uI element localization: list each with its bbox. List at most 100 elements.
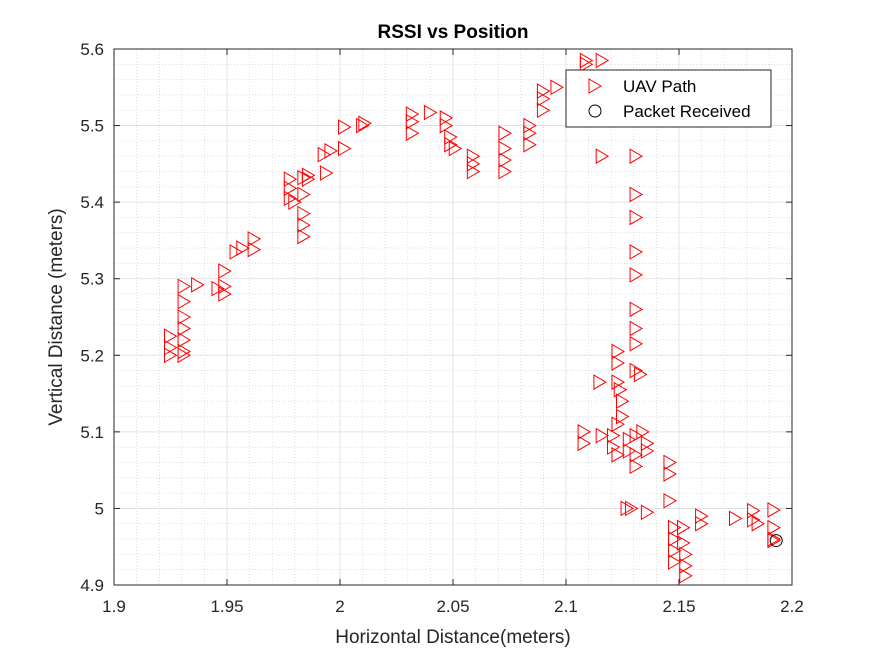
y-tick-label: 4.9 xyxy=(80,576,104,595)
legend: UAV Path Packet Received xyxy=(565,69,772,128)
uav-path-marker xyxy=(677,535,691,551)
uav-path-marker xyxy=(191,276,205,293)
x-tick-labels: 1.9 1.95 2 2.05 2.1 2.15 2.2 xyxy=(102,597,804,616)
uav-path-marker xyxy=(218,278,232,295)
uav-path-marker xyxy=(577,423,592,440)
uav-path-marker xyxy=(317,146,332,163)
uav-path-marker xyxy=(629,427,644,444)
uav-path-marker xyxy=(579,56,594,73)
uav-path-marker xyxy=(338,140,352,157)
uav-path-marker xyxy=(498,163,512,180)
y-tick-label: 5 xyxy=(95,499,104,518)
uav-path-marker xyxy=(629,209,644,226)
uav-path-marker xyxy=(177,332,192,348)
uav-path-marker xyxy=(523,136,537,153)
uav-path-marker xyxy=(466,163,481,180)
uav-path-marker xyxy=(211,280,225,297)
uav-path-marker xyxy=(629,301,644,318)
x-tick-label: 2.1 xyxy=(554,597,578,616)
y-tick-label: 5.3 xyxy=(80,270,104,289)
uav-path-marker xyxy=(629,267,644,283)
uav-path-marker xyxy=(439,110,454,126)
uav-path-marker xyxy=(177,347,192,364)
uav-path-marker xyxy=(629,186,644,203)
uav-path-marker xyxy=(606,427,621,444)
uav-path-marker xyxy=(297,217,311,233)
y-tick-label: 5.6 xyxy=(80,40,104,59)
uav-path-marker xyxy=(356,117,370,134)
uav-path-marker xyxy=(338,119,352,135)
uav-path-marker xyxy=(466,148,481,165)
legend-label-uav-path: UAV Path xyxy=(623,77,696,96)
uav-path-marker xyxy=(667,554,682,570)
uav-path-marker xyxy=(622,443,637,459)
uav-path-marker xyxy=(629,458,644,475)
uav-path-marker xyxy=(695,515,709,532)
uav-path-marker xyxy=(629,320,644,337)
uav-path-marker xyxy=(177,278,192,295)
uav-path-marker xyxy=(767,532,781,549)
uav-path-marker xyxy=(767,519,781,536)
uav-path-marker xyxy=(405,125,420,142)
uav-path-marker xyxy=(611,374,625,390)
legend-label-packet-received: Packet Received xyxy=(623,102,751,121)
uav-path-marker xyxy=(640,504,655,521)
uav-path-marker xyxy=(550,79,564,96)
uav-path-marker xyxy=(536,102,551,119)
uav-path-marker xyxy=(164,347,178,364)
legend-marker-uav-path xyxy=(588,78,602,94)
uav-path-marker xyxy=(622,431,637,448)
y-tick-label: 5.2 xyxy=(80,346,104,365)
uav-path-marker xyxy=(611,355,625,371)
x-tick-label: 1.95 xyxy=(210,597,243,616)
data-markers xyxy=(164,52,783,584)
uav-path-marker xyxy=(677,519,691,536)
uav-path-marker xyxy=(667,519,682,536)
uav-path-marker xyxy=(283,171,298,188)
uav-path-marker xyxy=(523,125,537,142)
uav-path-marker xyxy=(218,263,232,279)
uav-path-marker xyxy=(636,423,650,440)
uav-path-marker xyxy=(297,205,311,222)
uav-path-marker xyxy=(283,180,298,197)
uav-path-marker xyxy=(667,531,682,547)
uav-path-marker xyxy=(297,228,311,245)
uav-path-marker xyxy=(536,83,551,99)
uav-path-marker xyxy=(616,408,630,425)
y-tick-labels: 4.9 5 5.1 5.2 5.3 5.4 5.5 5.6 xyxy=(80,40,104,595)
uav-path-marker xyxy=(164,328,178,345)
uav-path-marker xyxy=(747,512,761,528)
uav-path-marker xyxy=(679,557,693,574)
x-tick-label: 1.9 xyxy=(102,597,126,616)
uav-path-marker xyxy=(218,286,232,302)
uav-path-marker xyxy=(288,194,302,211)
uav-path-marker xyxy=(663,492,677,509)
uav-path-marker xyxy=(593,374,607,390)
uav-path-marker xyxy=(498,125,512,142)
x-tick-label: 2 xyxy=(335,597,344,616)
uav-path-marker xyxy=(229,244,244,260)
uav-path-marker xyxy=(751,515,766,532)
uav-path-marker xyxy=(616,393,630,410)
uav-path-marker xyxy=(301,171,316,188)
uav-path-marker xyxy=(767,502,781,518)
uav-path-marker xyxy=(177,309,192,325)
uav-path-marker xyxy=(247,241,262,258)
uav-path-marker xyxy=(405,106,420,122)
uav-path-marker xyxy=(679,546,693,563)
uav-path-marker xyxy=(629,335,644,352)
y-tick-label: 5.1 xyxy=(80,423,104,442)
uav-path-marker xyxy=(236,240,250,256)
x-tick-label: 2.05 xyxy=(436,597,469,616)
axis-ticks xyxy=(113,48,793,586)
uav-path-marker xyxy=(613,381,628,398)
uav-path-marker xyxy=(620,500,635,517)
legend-marker-packet-received xyxy=(588,104,602,118)
y-tick-label: 5.4 xyxy=(80,193,104,212)
uav-path-marker xyxy=(634,366,648,383)
uav-path-marker xyxy=(358,115,372,132)
uav-path-marker xyxy=(611,416,625,433)
uav-path-marker xyxy=(577,435,592,452)
uav-path-marker xyxy=(439,117,454,134)
